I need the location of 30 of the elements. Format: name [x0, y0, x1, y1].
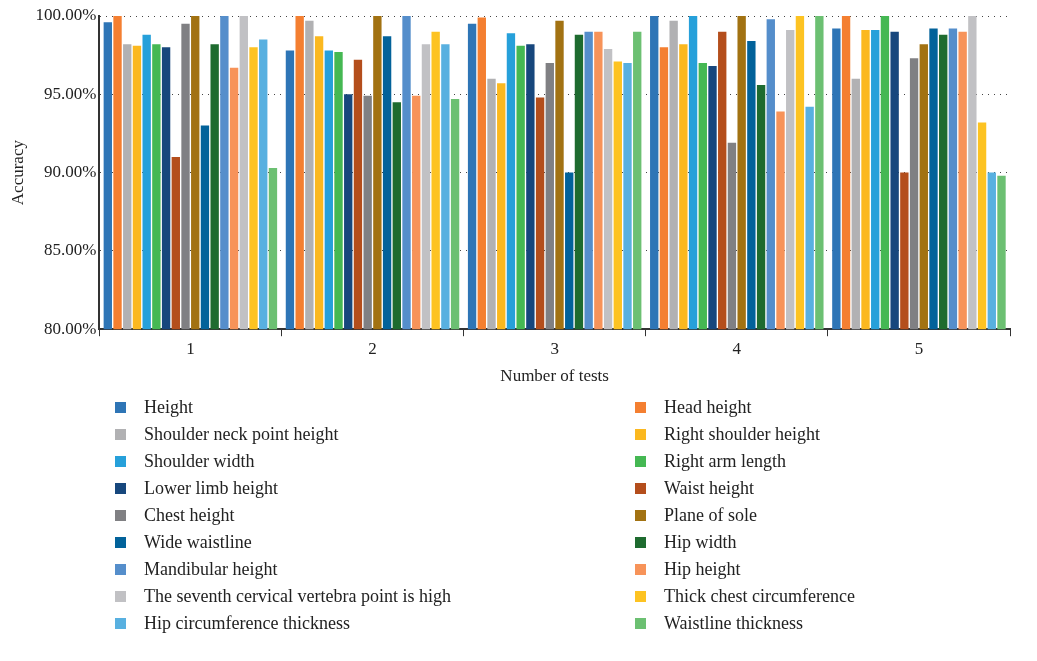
- legend-label: Plane of sole: [664, 504, 757, 526]
- x-tick-label: 3: [550, 338, 559, 358]
- legend-label: Height: [144, 396, 193, 418]
- legend-label: Chest height: [144, 504, 235, 526]
- legend-label: Waistline thickness: [664, 612, 804, 634]
- legend-label: Wide waistline: [144, 531, 252, 553]
- x-tick-label: 1: [186, 338, 195, 358]
- legend-label: Head height: [664, 396, 752, 418]
- legend-label: Shoulder neck point height: [144, 423, 339, 445]
- x-tick-label: 4: [732, 338, 742, 358]
- y-tick-label: 100.00%: [35, 5, 97, 25]
- x-tick-label: 2: [368, 338, 377, 358]
- y-axis-title: Accuracy: [7, 139, 27, 206]
- legend-label: Thick chest circumference: [664, 585, 855, 607]
- legend-label: Hip height: [664, 558, 741, 580]
- legend-label: Waist height: [664, 477, 755, 499]
- y-tick-label: 95.00%: [43, 83, 97, 103]
- legend-label: Right arm length: [664, 450, 786, 472]
- x-tick-label: 5: [914, 338, 924, 358]
- legend-label: Right shoulder height: [664, 423, 820, 445]
- legend-label: Hip circumference thickness: [144, 612, 350, 634]
- legend-label: Lower limb height: [144, 477, 278, 499]
- legend-label: The seventh cervical vertebra point is high: [144, 585, 451, 607]
- legend-label: Mandibular height: [144, 558, 278, 580]
- legend-label: Shoulder width: [144, 450, 255, 472]
- y-tick-label: 85.00%: [43, 240, 97, 260]
- x-axis-title: Number of tests: [500, 366, 609, 386]
- legend-label: Hip width: [664, 531, 737, 553]
- y-tick-label: 80.00%: [43, 318, 97, 338]
- y-tick-label: 90.00%: [43, 162, 97, 182]
